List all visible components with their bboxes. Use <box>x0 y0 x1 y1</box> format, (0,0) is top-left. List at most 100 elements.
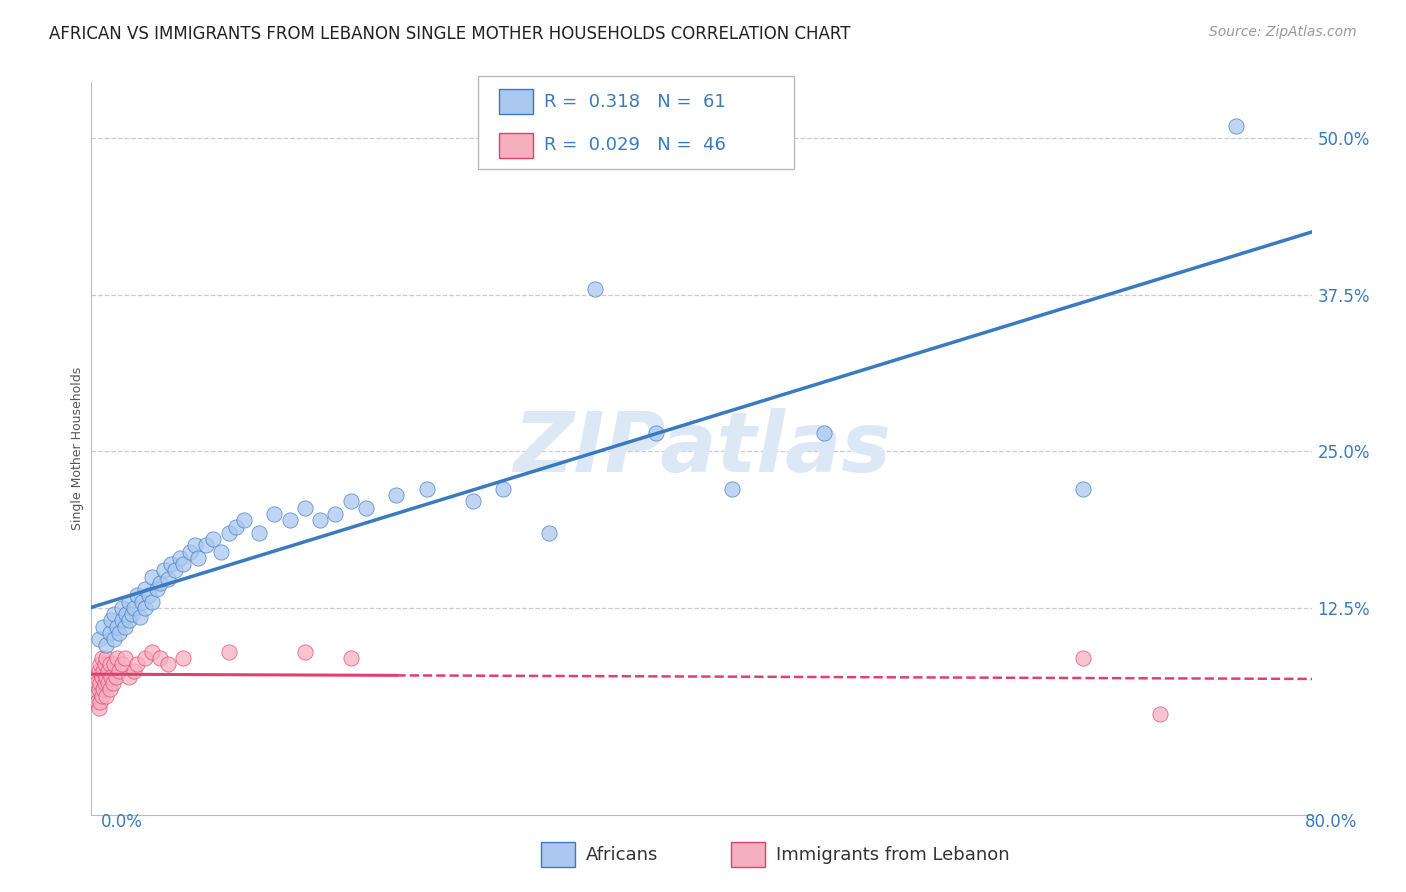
Point <box>111 614 134 628</box>
Point <box>98 682 121 697</box>
Point <box>141 594 163 608</box>
Point <box>156 572 179 586</box>
Point <box>134 582 156 596</box>
Point <box>263 507 285 521</box>
Point <box>89 676 111 690</box>
Point <box>385 488 408 502</box>
Point <box>118 594 141 608</box>
Point <box>583 281 606 295</box>
Text: Africans: Africans <box>586 846 658 863</box>
Point <box>172 557 194 571</box>
Point <box>97 664 120 678</box>
Point <box>103 607 125 622</box>
Point <box>1073 651 1095 665</box>
Point <box>83 682 105 697</box>
Point <box>90 670 112 684</box>
Point <box>101 676 124 690</box>
Point <box>146 582 169 596</box>
Text: R =  0.318   N =  61: R = 0.318 N = 61 <box>544 93 725 111</box>
Point <box>165 563 187 577</box>
Point <box>89 657 111 672</box>
Point <box>87 682 110 697</box>
Point <box>118 614 141 628</box>
Point <box>129 609 152 624</box>
Point <box>125 588 148 602</box>
Text: AFRICAN VS IMMIGRANTS FROM LEBANON SINGLE MOTHER HOUSEHOLDS CORRELATION CHART: AFRICAN VS IMMIGRANTS FROM LEBANON SINGL… <box>49 25 851 43</box>
Point <box>111 657 134 672</box>
Point <box>122 601 145 615</box>
Point <box>209 544 232 558</box>
Point <box>232 513 254 527</box>
Point <box>118 670 141 684</box>
Point <box>149 651 172 665</box>
Point <box>100 670 122 684</box>
Point <box>94 657 117 672</box>
Point <box>492 482 515 496</box>
Point <box>225 519 247 533</box>
Point <box>84 689 107 703</box>
Point <box>87 664 110 678</box>
Point <box>90 651 112 665</box>
Point <box>93 664 115 678</box>
Point <box>538 525 561 540</box>
Y-axis label: Single Mother Households: Single Mother Households <box>72 367 84 530</box>
Point <box>247 525 270 540</box>
Point <box>96 670 118 684</box>
Point <box>86 695 108 709</box>
Point <box>141 645 163 659</box>
Point <box>156 657 179 672</box>
Point <box>339 494 361 508</box>
Point <box>354 500 377 515</box>
Point <box>172 651 194 665</box>
Point <box>111 601 134 615</box>
Point <box>96 639 118 653</box>
Point <box>187 550 209 565</box>
Point <box>107 626 129 640</box>
Point <box>86 676 108 690</box>
Point <box>325 507 347 521</box>
Point <box>96 689 118 703</box>
Point <box>169 550 191 565</box>
Point <box>103 632 125 647</box>
Point <box>89 695 111 709</box>
Point <box>218 645 240 659</box>
Point <box>138 588 160 602</box>
Text: R =  0.029   N =  46: R = 0.029 N = 46 <box>544 136 725 154</box>
Point <box>115 607 138 622</box>
Point <box>125 657 148 672</box>
Point <box>134 601 156 615</box>
Point <box>294 645 316 659</box>
Point <box>104 670 127 684</box>
Point <box>294 500 316 515</box>
Point <box>87 701 110 715</box>
Point <box>194 538 217 552</box>
Point <box>103 657 125 672</box>
Point <box>141 569 163 583</box>
Point <box>114 620 136 634</box>
Point <box>159 557 181 571</box>
Point <box>416 482 439 496</box>
Point <box>84 670 107 684</box>
Point <box>218 525 240 540</box>
Point <box>100 614 122 628</box>
Point <box>90 689 112 703</box>
Text: Source: ZipAtlas.com: Source: ZipAtlas.com <box>1209 25 1357 39</box>
Point <box>98 626 121 640</box>
Point <box>105 651 128 665</box>
Point <box>87 632 110 647</box>
Point <box>461 494 484 508</box>
Point <box>1073 482 1095 496</box>
Point <box>202 532 225 546</box>
Point <box>94 676 117 690</box>
Point <box>645 425 668 440</box>
Text: 80.0%: 80.0% <box>1305 814 1357 831</box>
Point <box>339 651 361 665</box>
Point <box>721 482 744 496</box>
Point <box>149 575 172 590</box>
Point <box>93 682 115 697</box>
Point <box>96 651 118 665</box>
Point <box>105 620 128 634</box>
Point <box>1149 707 1171 722</box>
Point <box>98 657 121 672</box>
Point <box>114 651 136 665</box>
